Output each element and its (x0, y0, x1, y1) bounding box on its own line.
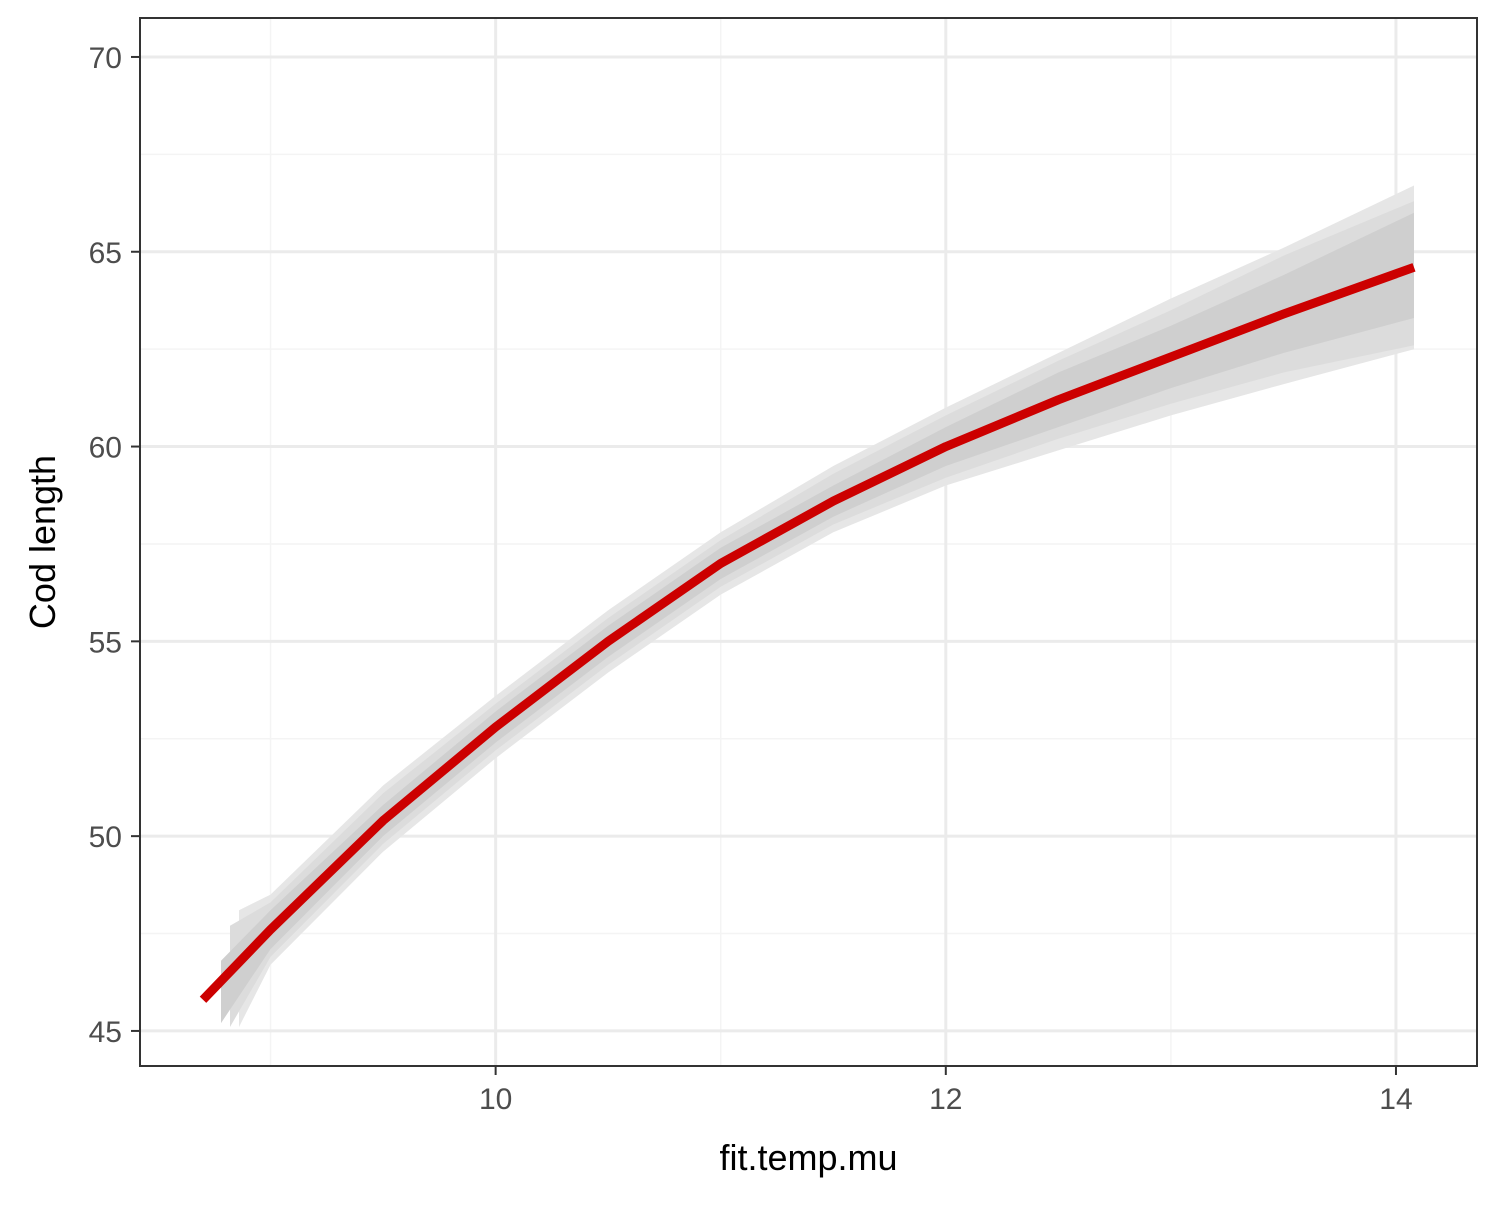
credible-band-3 (221, 212, 1414, 1024)
series-line-1 (199, 263, 1416, 1003)
y-tick-label: 50 (89, 821, 122, 854)
x-tick-label: 10 (479, 1083, 512, 1116)
series-lines (199, 263, 1416, 1003)
credible-band-2 (230, 201, 1414, 1028)
x-axis-title: fit.temp.mu (719, 1137, 897, 1178)
y-tick-label: 55 (89, 626, 122, 659)
panel-border (139, 17, 1478, 1067)
x-tick-label: 12 (929, 1083, 962, 1116)
credible-bands (221, 185, 1414, 1028)
y-tick-label: 70 (89, 42, 122, 75)
y-tick-label: 45 (89, 1016, 122, 1049)
axis-ticks (131, 55, 1397, 1075)
x-tick-label: 14 (1379, 1083, 1412, 1116)
y-axis-title: Cod length (22, 455, 63, 629)
y-tick-label: 65 (89, 237, 122, 270)
major-gridlines (140, 18, 1477, 1066)
y-tick-label: 60 (89, 432, 122, 465)
axis-tick-labels: 10 12 14 45 50 55 60 65 70 (89, 42, 1413, 1116)
